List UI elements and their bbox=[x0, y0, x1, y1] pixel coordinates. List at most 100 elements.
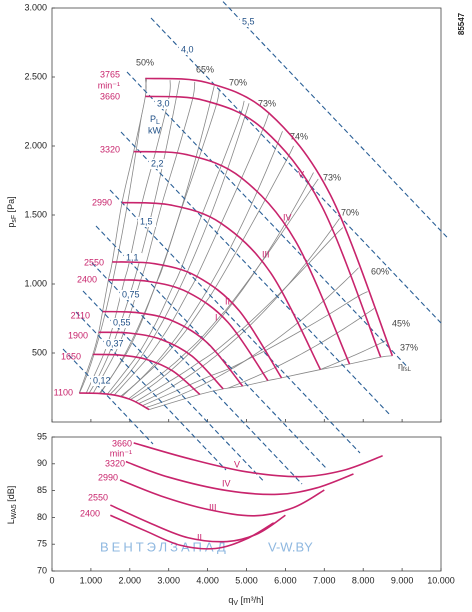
power-label: 4,0 bbox=[181, 44, 194, 54]
system-curve bbox=[79, 78, 393, 410]
label-bg bbox=[155, 99, 173, 109]
region-label: II bbox=[225, 296, 230, 306]
speed-label: 3765 bbox=[100, 69, 120, 79]
speed-label: 2400 bbox=[77, 274, 97, 284]
speed-label: 2400 bbox=[80, 508, 100, 518]
x-tick-label: 5.000 bbox=[235, 575, 258, 585]
power-unit: kW bbox=[148, 125, 162, 135]
watermark: V-W.BY bbox=[268, 539, 313, 554]
x-tick-label: 2.000 bbox=[119, 575, 142, 585]
y-tick-label: 90 bbox=[37, 458, 47, 468]
efficiency-label: 45% bbox=[392, 318, 410, 328]
y-tick-label: 500 bbox=[32, 347, 47, 357]
speed-curve bbox=[110, 504, 286, 543]
speed-curve bbox=[121, 201, 322, 370]
y-axis-label: LWA5 [dB] bbox=[6, 486, 17, 524]
y-tick-label: 85 bbox=[37, 485, 47, 495]
y-tick-label: 1.000 bbox=[24, 278, 47, 288]
efficiency-line bbox=[142, 291, 368, 407]
label-bg bbox=[111, 318, 129, 328]
speed-curve bbox=[98, 331, 224, 390]
y-tick-label: 1.500 bbox=[24, 209, 47, 219]
efficiency-label: 70% bbox=[229, 77, 247, 87]
speed-label: 3660 bbox=[100, 91, 120, 101]
y-tick-label: 80 bbox=[37, 512, 47, 522]
speed-curve bbox=[79, 392, 150, 411]
power-label: 3,0 bbox=[157, 98, 170, 108]
region-label: III bbox=[262, 249, 270, 259]
efficiency-line bbox=[113, 112, 270, 396]
figure-number: 85547 bbox=[457, 12, 466, 35]
speed-label: 2990 bbox=[92, 197, 112, 207]
efficiency-label: 37% bbox=[400, 342, 418, 352]
x-tick-label: 7.000 bbox=[313, 575, 336, 585]
power-line bbox=[126, 71, 408, 367]
efficiency-label: 73% bbox=[258, 98, 276, 108]
power-symbol: PL bbox=[150, 114, 160, 125]
speed-curve bbox=[145, 95, 382, 358]
efficiency-line bbox=[99, 88, 220, 394]
y-tick-label: 3.000 bbox=[24, 2, 47, 12]
watermark: ВЕНТЭЛЗАПАД bbox=[100, 539, 229, 554]
speed-label: 3320 bbox=[105, 458, 125, 468]
efficiency-line bbox=[106, 100, 245, 395]
x-tick-label: 9.000 bbox=[391, 575, 414, 585]
efficiency-label: 73% bbox=[323, 172, 341, 182]
x-tick-label: 0 bbox=[49, 575, 54, 585]
system-curve bbox=[79, 78, 393, 410]
power-line bbox=[120, 131, 392, 417]
speed-unit: min⁻¹ bbox=[98, 80, 120, 90]
speed-curve bbox=[108, 279, 269, 382]
speed-curve bbox=[110, 514, 275, 550]
label-bg bbox=[91, 376, 109, 386]
speed-curve bbox=[133, 442, 383, 478]
speed-label: 1900 bbox=[68, 330, 88, 340]
region-label: IV bbox=[222, 478, 231, 488]
efficiency-line bbox=[120, 145, 294, 398]
x-tick-label: 3.000 bbox=[157, 575, 180, 585]
efficiency-line bbox=[135, 227, 344, 403]
system-curve bbox=[79, 78, 393, 410]
region-label: IV bbox=[283, 212, 292, 222]
x-tick-label: 1.000 bbox=[80, 575, 103, 585]
efficiency-line bbox=[78, 78, 147, 394]
power-label: 0,75 bbox=[122, 289, 140, 299]
label-bg bbox=[240, 17, 258, 27]
speed-curve bbox=[92, 353, 201, 396]
region-label: V bbox=[298, 169, 304, 179]
label-bg bbox=[104, 339, 122, 349]
speed-curve bbox=[112, 261, 283, 379]
power-label: 0,55 bbox=[113, 317, 131, 327]
speed-curve bbox=[145, 77, 394, 357]
x-axis-label: qV [m³/h] bbox=[228, 595, 263, 606]
label-bg bbox=[138, 217, 156, 227]
system-curve bbox=[79, 78, 393, 410]
label-bg bbox=[179, 45, 197, 55]
label-bg bbox=[149, 159, 167, 169]
efficiency-label: 70% bbox=[341, 207, 359, 217]
x-tick-label: 10.000 bbox=[427, 575, 455, 585]
efficiency-symbol: ηfsL bbox=[398, 361, 412, 372]
power-line bbox=[220, 0, 448, 238]
speed-unit: min⁻¹ bbox=[110, 448, 132, 458]
speed-curve bbox=[119, 479, 325, 517]
system-curve bbox=[79, 78, 393, 410]
efficiency-label: 50% bbox=[136, 57, 154, 67]
speed-label: 2110 bbox=[71, 310, 90, 320]
power-label: 1,5 bbox=[140, 216, 153, 226]
speed-curve bbox=[102, 310, 244, 387]
x-tick-label: 6.000 bbox=[274, 575, 297, 585]
power-line bbox=[150, 17, 442, 324]
speed-curve bbox=[133, 150, 351, 365]
power-label: 0,12 bbox=[93, 375, 111, 385]
power-label: 5,5 bbox=[242, 16, 255, 26]
power-line bbox=[62, 348, 154, 445]
y-tick-label: 95 bbox=[37, 431, 47, 441]
power-line bbox=[109, 189, 361, 454]
y-tick-label: 70 bbox=[37, 565, 47, 575]
efficiency-label: 74% bbox=[290, 131, 308, 141]
speed-label: 3660 bbox=[112, 438, 132, 448]
efficiency-line bbox=[128, 178, 319, 400]
y-tick-label: 2.500 bbox=[24, 71, 47, 81]
